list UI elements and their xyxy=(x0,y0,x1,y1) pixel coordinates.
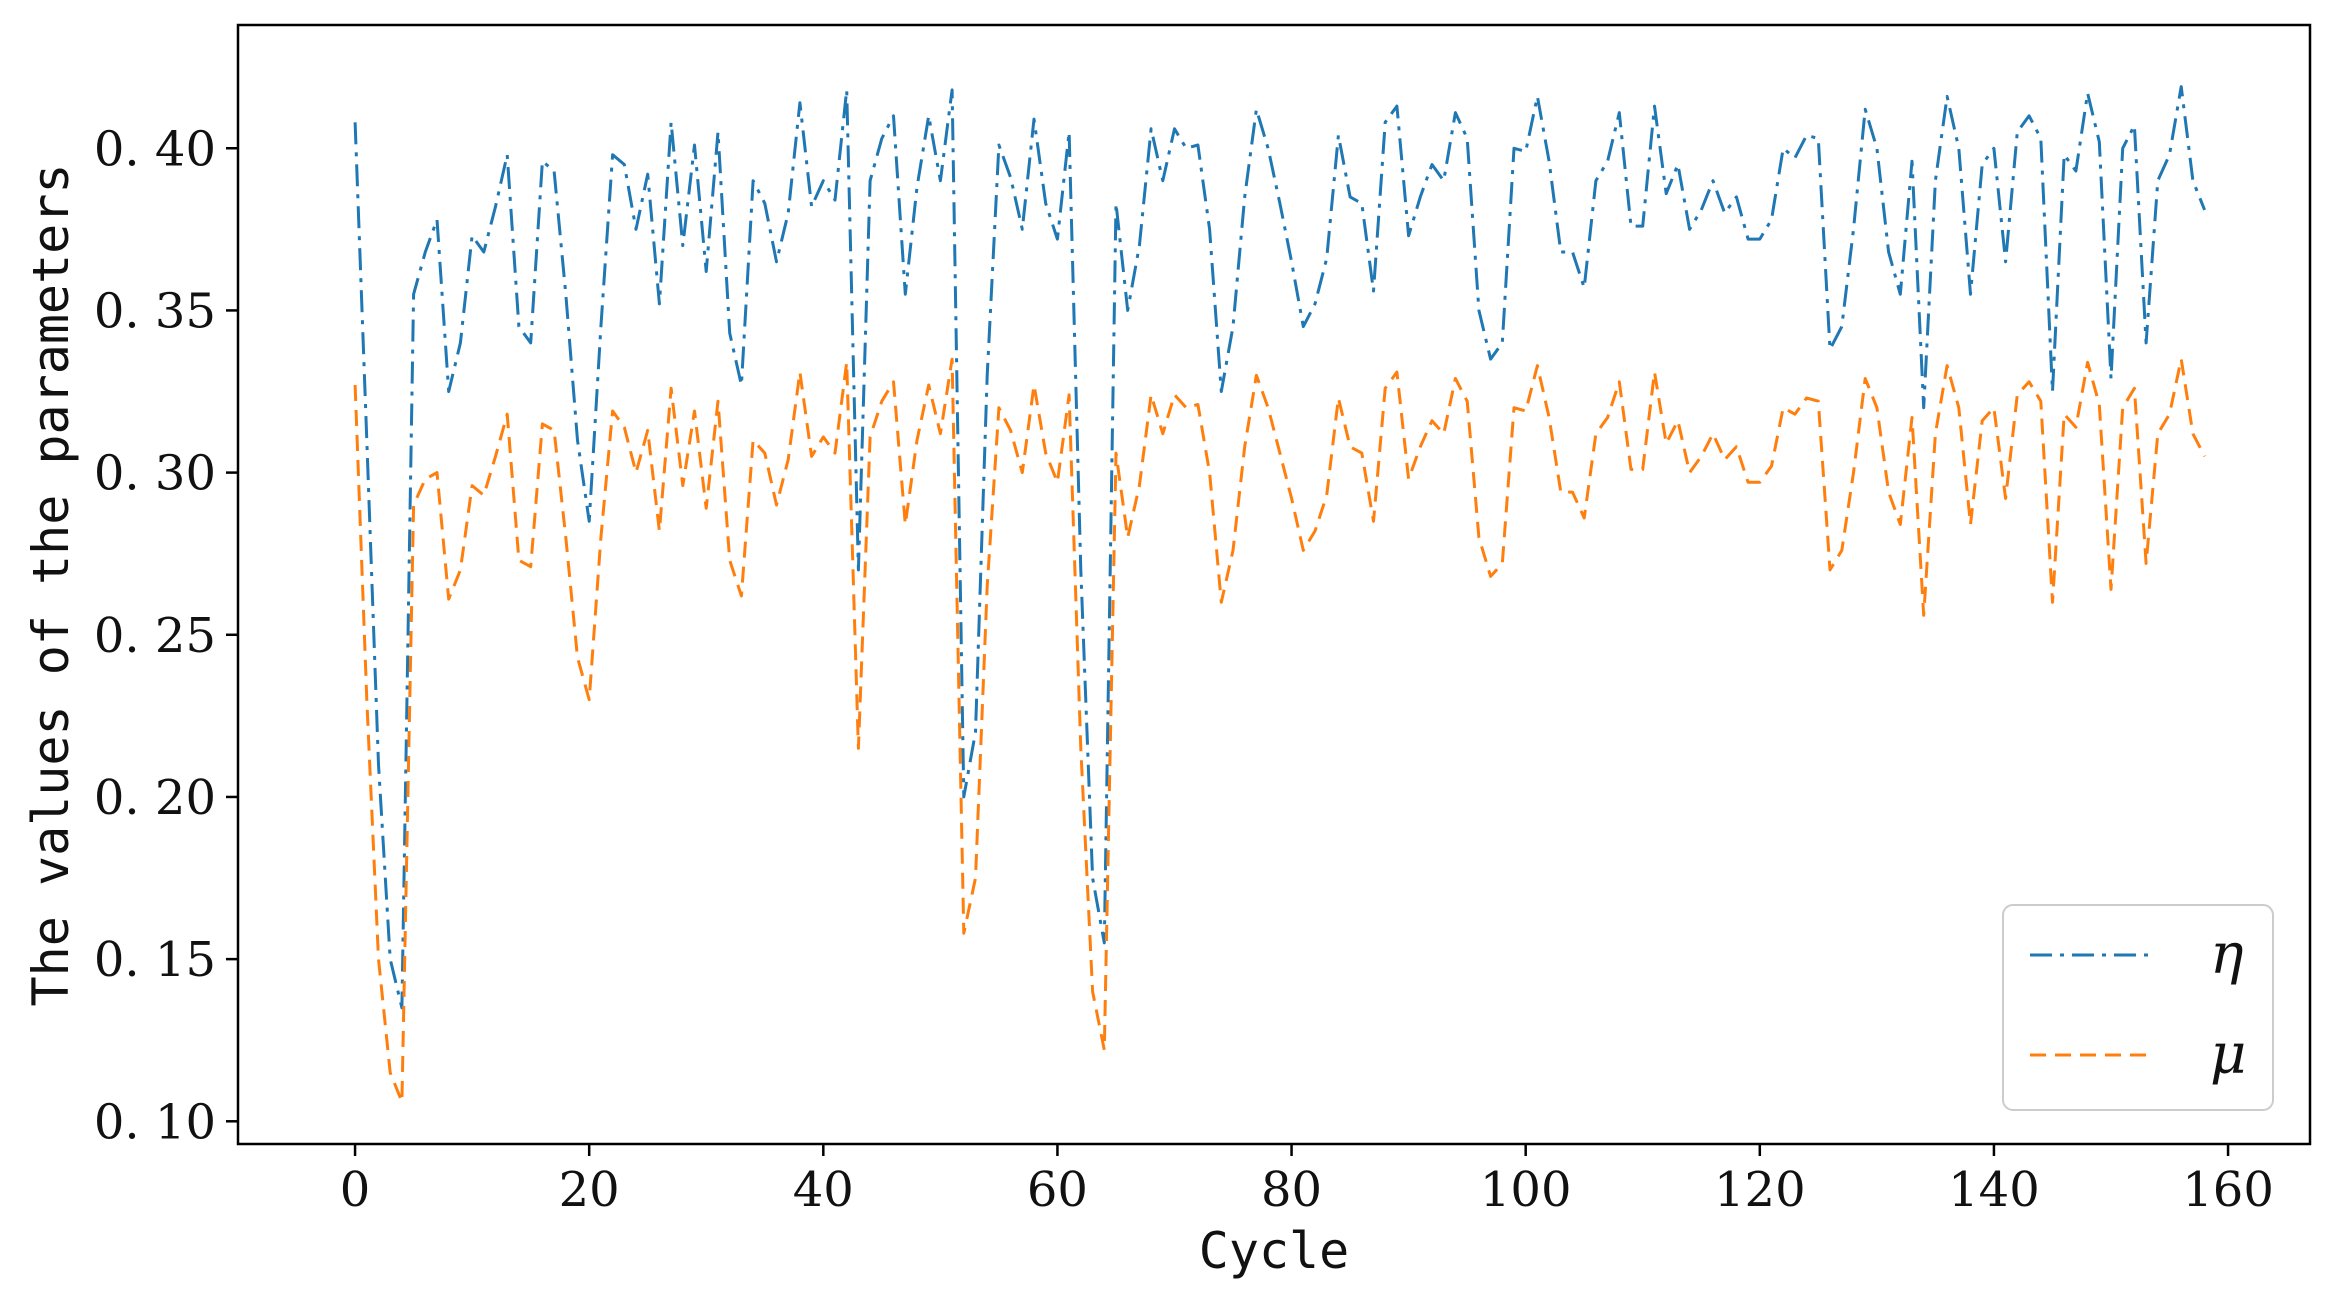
y-tick-label: 0. 30 xyxy=(94,446,216,502)
y-tick-label: 0. 10 xyxy=(94,1094,216,1150)
x-tick-label: 120 xyxy=(1714,1162,1806,1218)
y-axis: 0. 10 0. 15 0. 20 0. 25 0. 30 0. 35 0. 40 xyxy=(94,121,238,1150)
legend: ημ xyxy=(2002,904,2274,1111)
x-axis-label: Cycle xyxy=(1199,1222,1350,1280)
series-line-mu xyxy=(353,357,2206,1104)
series-lines xyxy=(353,85,2206,1104)
x-tick-label: 40 xyxy=(793,1162,854,1218)
x-tick-label: 100 xyxy=(1480,1162,1572,1218)
x-tick-label: 0 xyxy=(340,1162,371,1218)
series-line-eta xyxy=(353,85,2206,1010)
y-tick-label: 0. 35 xyxy=(94,283,216,339)
y-tick-label: 0. 40 xyxy=(94,121,216,177)
y-tick-label: 0. 20 xyxy=(94,770,216,826)
x-tick-label: 160 xyxy=(2182,1162,2274,1218)
x-tick-label: 20 xyxy=(559,1162,620,1218)
x-axis: 0 20 40 60 80 100 120 140 160 xyxy=(340,1144,2274,1218)
y-tick-label: 0. 25 xyxy=(94,608,216,664)
y-axis-label: The values of the parameters xyxy=(22,164,80,1007)
x-tick-label: 60 xyxy=(1027,1162,1088,1218)
x-tick-label: 80 xyxy=(1261,1162,1322,1218)
legend-box xyxy=(2002,904,2274,1111)
legend-label: η xyxy=(2210,922,2244,987)
x-tick-label: 140 xyxy=(1948,1162,2040,1218)
y-tick-label: 0. 15 xyxy=(94,932,216,988)
legend-label: μ xyxy=(2210,1022,2246,1087)
